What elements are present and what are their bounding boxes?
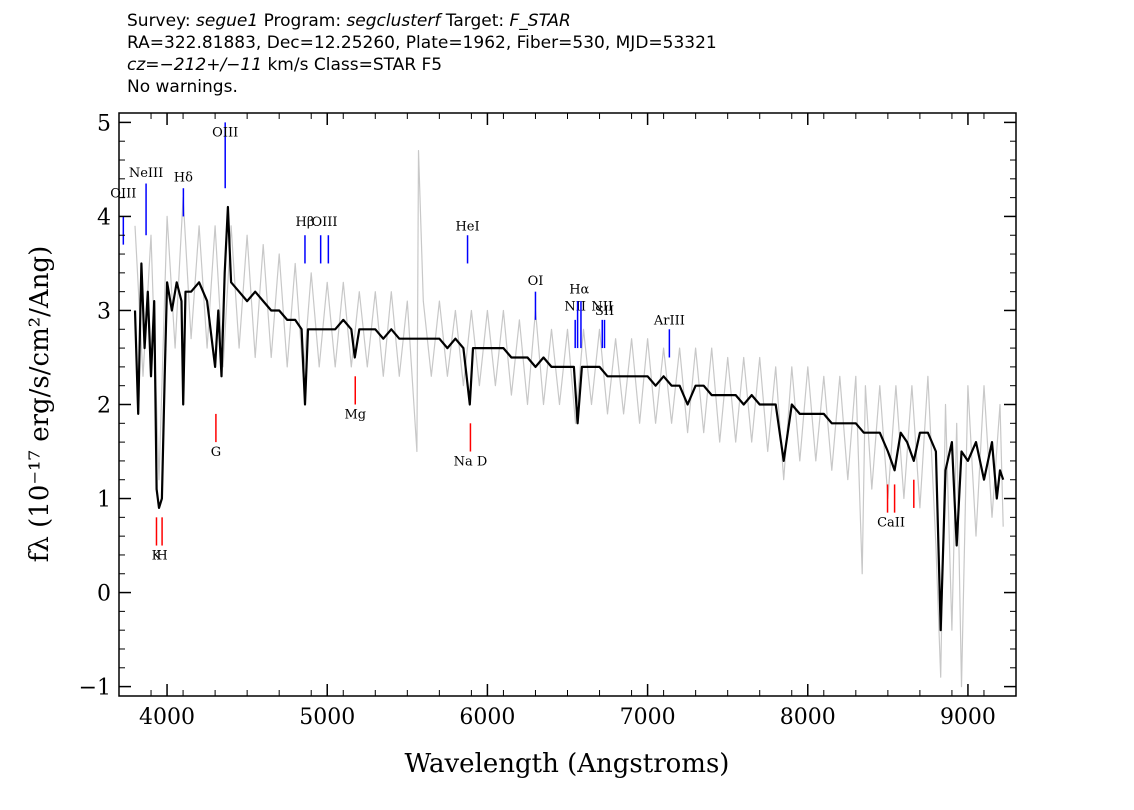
- x-tick-label: 4000: [139, 705, 195, 730]
- absorption-line-marker: K: [152, 517, 162, 564]
- emission-line-label: OI: [528, 274, 544, 289]
- emission-line-marker: ArIII: [653, 314, 685, 358]
- header-line-redshift: cz=−212+/−11 km/s Class=STAR F5: [127, 54, 717, 76]
- absorption-line-label: Na D: [454, 455, 488, 470]
- emission-line-label: SII: [595, 304, 614, 319]
- absorption-line-marker: Mg: [344, 376, 366, 423]
- target-label: Target:: [440, 11, 510, 31]
- emission-line-marker: Hα: [569, 283, 590, 349]
- emission-line-marker: SII: [595, 304, 614, 349]
- header-line-warnings: No warnings.: [127, 77, 238, 97]
- y-tick-label: 1: [97, 488, 111, 513]
- noise-line: [134, 150, 1004, 688]
- emission-line-marker: OIII: [311, 215, 338, 264]
- program-value: segclusterf: [346, 11, 441, 31]
- y-tick-label: 3: [97, 299, 111, 324]
- flux-line: [133, 205, 1005, 632]
- absorption-line-marker: H: [156, 517, 168, 564]
- absorption-line-marker: CaII: [877, 484, 905, 531]
- emission-line-label: Hδ: [174, 171, 193, 186]
- absorption-line-marker: G: [211, 413, 221, 460]
- emission-line-label: NII: [591, 299, 613, 314]
- y-tick-label: −1: [79, 676, 111, 701]
- spectrum-header: Survey: segue1 Program: segclusterf Targ…: [127, 10, 717, 98]
- noise-series: [134, 150, 1004, 688]
- emission-line-label: OIII: [311, 215, 337, 230]
- emission-line-label: Hα: [569, 283, 589, 298]
- emission-line-label: Hβ: [296, 215, 315, 230]
- absorption-line-marker: Na D: [454, 423, 488, 470]
- emission-line-label: HeI: [455, 220, 479, 235]
- absorption-line-label: CaII: [877, 516, 905, 531]
- emission-line-label: NeIII: [129, 166, 163, 181]
- x-tick-label: 8000: [780, 705, 836, 730]
- y-axis-title: fλ (10⁻¹⁷ erg/s/cm²/Ang): [25, 246, 55, 562]
- target-value: F_STAR: [509, 11, 571, 31]
- emission-line-marker: OI: [528, 274, 544, 320]
- program-label: Program:: [258, 11, 347, 31]
- emission-line-marker: HeI: [455, 220, 480, 264]
- emission-line-marker: NeIII: [129, 166, 163, 236]
- class-text: km/s Class=STAR F5: [262, 55, 443, 75]
- emission-line-marker: Hδ: [174, 171, 193, 217]
- emission-line-label: NII: [564, 299, 586, 314]
- survey-value: segue1: [196, 11, 259, 31]
- x-tick-label: 5000: [299, 705, 355, 730]
- header-line-coordinates: RA=322.81883, Dec=12.25260, Plate=1962, …: [127, 33, 717, 53]
- y-tick-label: 5: [97, 111, 111, 136]
- absorption-line-label: Mg: [344, 408, 366, 423]
- emission-line-label: OIII: [110, 187, 136, 202]
- absorption-line-label: H: [156, 549, 167, 564]
- emission-line-marker: Hβ: [296, 215, 315, 264]
- y-tick-label: 4: [97, 205, 111, 230]
- header-line-survey: Survey: segue1 Program: segclusterf Targ…: [127, 10, 717, 32]
- absorption-line-label: G: [211, 445, 221, 460]
- absorption-line-label: K: [152, 549, 162, 564]
- cz-value: cz=−212+/−11: [127, 55, 263, 75]
- y-tick-label: 2: [97, 394, 111, 419]
- axis-ticks: 4000 5000 6000 7000 8000 9000 −1 0 1 2 3 4 5: [79, 111, 1017, 730]
- survey-label: Survey:: [127, 11, 197, 31]
- emission-line-label: OIII: [212, 126, 238, 141]
- x-tick-label: 7000: [620, 705, 676, 730]
- flux-series: [133, 205, 1005, 632]
- emission-line-label: ArIII: [653, 314, 685, 329]
- emission-line-marker: OIII: [110, 187, 136, 245]
- emission-line-marker: NII: [591, 299, 613, 349]
- x-axis-title: Wavelength (Angstroms): [405, 749, 730, 779]
- x-tick-label: 9000: [940, 705, 996, 730]
- y-tick-label: 0: [97, 582, 111, 607]
- emission-line-marker: OIII: [212, 122, 238, 189]
- x-tick-label: 6000: [459, 705, 515, 730]
